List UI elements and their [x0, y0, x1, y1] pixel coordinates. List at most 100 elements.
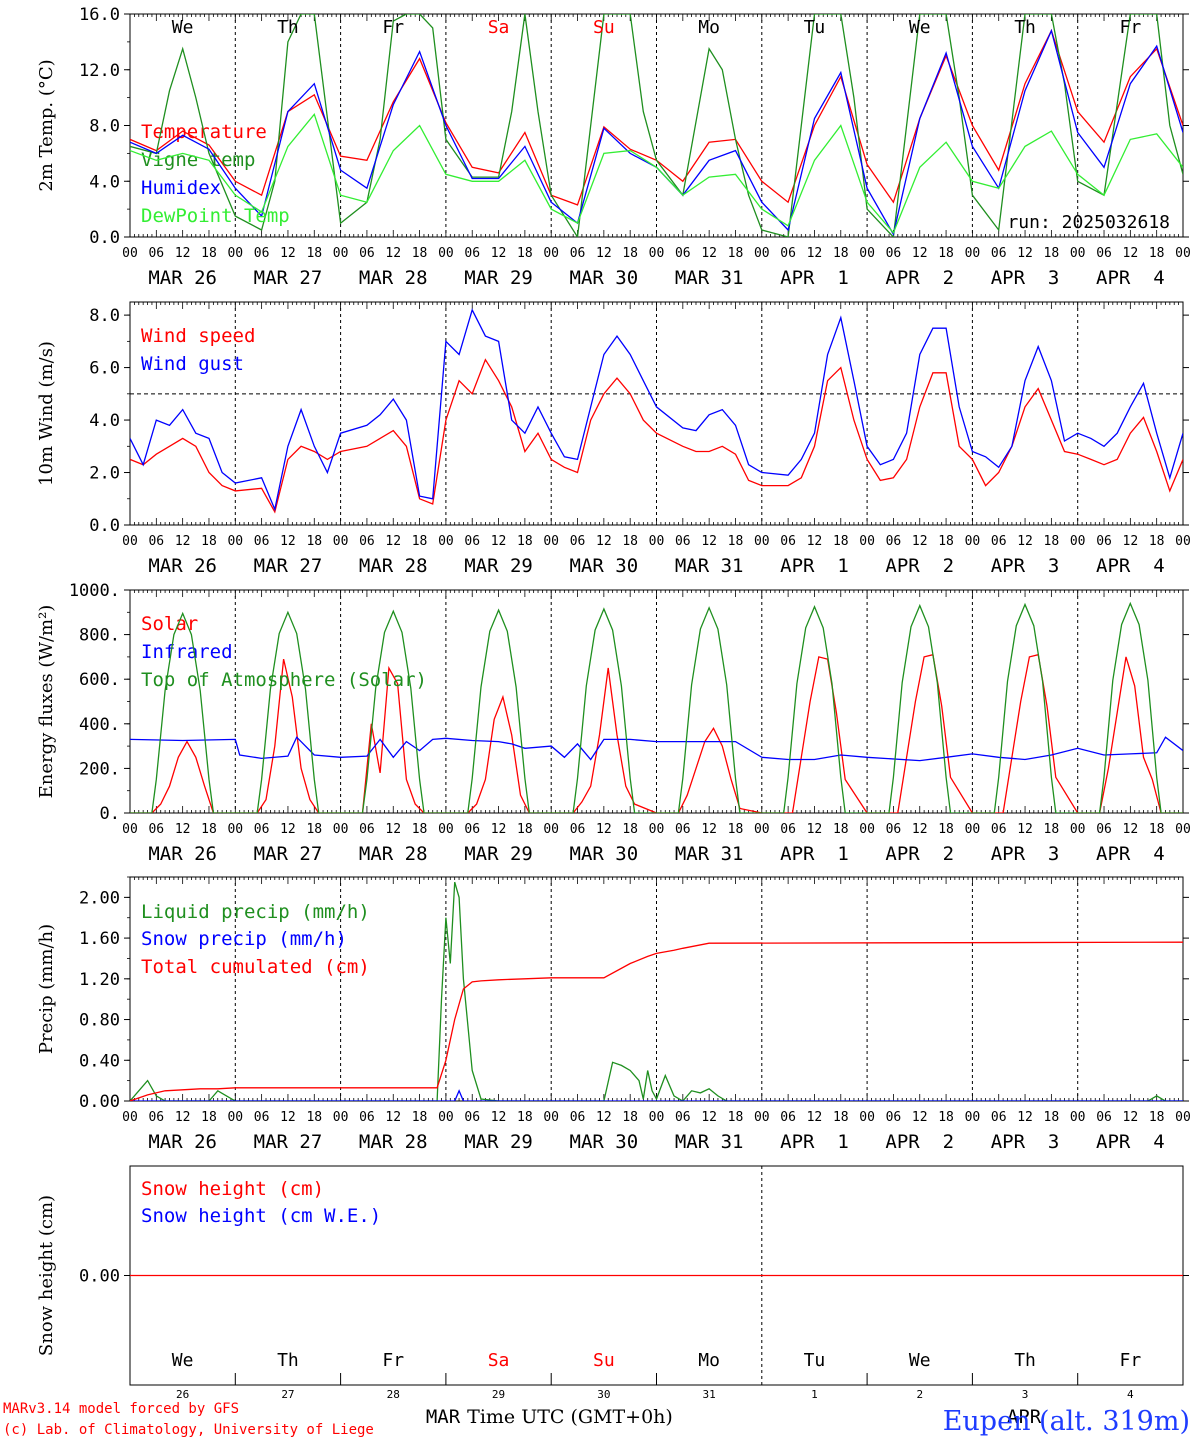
weekday-label: Mo: [698, 1350, 720, 1371]
y-axis-label: Energy fluxes (W/m²): [36, 605, 57, 799]
date-label: APR 1: [780, 267, 849, 289]
y-tick-label: 0.80: [79, 1011, 120, 1031]
hour-label: 00: [649, 1110, 665, 1125]
hour-label: 06: [1096, 822, 1112, 837]
hour-label: 00: [649, 534, 665, 549]
y-axis-label: 10m Wind (m/s): [36, 341, 57, 486]
hour-label: 06: [359, 246, 375, 261]
hour-label: 12: [385, 1110, 401, 1125]
hour-label: 00: [1175, 1110, 1191, 1125]
hour-label: 18: [412, 1110, 428, 1125]
hour-label: 00: [438, 534, 454, 549]
hour-label: 18: [201, 1110, 217, 1125]
hour-label: 18: [412, 534, 428, 549]
hour-label: 06: [570, 246, 586, 261]
day-number-label: 30: [597, 1388, 610, 1401]
day-number-label: 29: [492, 1388, 505, 1401]
weekday-label: Tu: [804, 1350, 826, 1371]
hour-label: 12: [1017, 534, 1033, 549]
hour-label: 18: [833, 246, 849, 261]
hour-label: 12: [491, 1110, 507, 1125]
y-tick-label: 12.0: [79, 61, 120, 81]
hour-label: 18: [622, 822, 638, 837]
date-label: APR 3: [991, 555, 1060, 577]
series-line-infrared: [130, 736, 1183, 762]
hour-label: 00: [1175, 534, 1191, 549]
hour-label: 12: [596, 1110, 612, 1125]
weekday-label: We: [172, 1350, 194, 1371]
hour-label: 00: [438, 1110, 454, 1125]
model-credit: MARv3.14 model forced by GFS: [3, 1401, 239, 1417]
series-line-wind-gust: [130, 308, 1183, 512]
hour-label: 12: [175, 822, 191, 837]
y-axis-label: 2m Temp. (°C): [36, 59, 57, 191]
hour-label: 06: [570, 534, 586, 549]
hour-label: 18: [1044, 1110, 1060, 1125]
y-tick-label: 4.0: [89, 172, 120, 192]
legend-entry: Snow height (cm W.E.): [141, 1205, 381, 1227]
hour-label: 06: [359, 1110, 375, 1125]
hour-label: 18: [412, 822, 428, 837]
hour-label: 00: [965, 534, 981, 549]
date-label: MAR 30: [570, 555, 639, 577]
hour-label: 18: [728, 822, 744, 837]
date-label: APR 2: [885, 843, 954, 865]
hour-label: 06: [464, 246, 480, 261]
date-label: APR 4: [1096, 267, 1165, 289]
hour-label: 06: [991, 534, 1007, 549]
series-line-vigne-temp: [130, 14, 1183, 237]
weekday-label: We: [172, 17, 194, 38]
date-label: MAR 31: [675, 555, 744, 577]
hour-label: 00: [754, 246, 770, 261]
series-line-solar: [130, 653, 1183, 813]
hour-label: 00: [543, 1110, 559, 1125]
y-tick-label: 2.0: [89, 464, 120, 484]
hour-label: 12: [491, 822, 507, 837]
hour-label: 00: [859, 822, 875, 837]
hour-label: 00: [227, 534, 243, 549]
hour-label: 00: [333, 822, 349, 837]
hour-label: 12: [385, 534, 401, 549]
hour-label: 12: [1017, 246, 1033, 261]
hour-label: 12: [1123, 1110, 1139, 1125]
legend-entry: Solar: [141, 613, 198, 635]
hour-label: 12: [1123, 822, 1139, 837]
hour-label: 06: [780, 534, 796, 549]
date-label: MAR 26: [148, 843, 217, 865]
hour-label: 00: [965, 1110, 981, 1125]
hour-label: 18: [938, 534, 954, 549]
hour-label: 12: [596, 822, 612, 837]
date-label: MAR 30: [570, 843, 639, 865]
weekday-label: Mo: [698, 17, 720, 38]
weekday-label: Fr: [382, 17, 404, 38]
hour-label: 12: [280, 1110, 296, 1125]
date-label: MAR 26: [148, 555, 217, 577]
hour-label: 06: [148, 534, 164, 549]
day-number-label: 27: [281, 1388, 294, 1401]
hour-label: 12: [1017, 822, 1033, 837]
y-tick-label: 0.: [100, 804, 120, 824]
hour-label: 06: [254, 822, 270, 837]
hour-label: 12: [912, 822, 928, 837]
hour-label: 12: [912, 1110, 928, 1125]
hour-label: 18: [1044, 246, 1060, 261]
panel-frame: [129, 589, 1184, 814]
hour-label: 18: [1149, 246, 1165, 261]
date-label: MAR 28: [359, 843, 428, 865]
hour-label: 00: [1070, 822, 1086, 837]
hour-label: 06: [780, 1110, 796, 1125]
hour-label: 06: [886, 534, 902, 549]
y-tick-label: 0.00: [79, 1092, 120, 1112]
hour-label: 12: [280, 246, 296, 261]
run-annotation: run: 2025032618: [1007, 212, 1170, 233]
panel-1: 0.04.08.012.016.02m Temp. (°C) Temperatur…: [36, 5, 1191, 289]
hour-label: 18: [1149, 534, 1165, 549]
hour-label: 00: [227, 246, 243, 261]
series-line-top-of-atmosphere-solar-: [130, 601, 1183, 813]
hour-label: 06: [254, 1110, 270, 1125]
hour-label: 06: [886, 1110, 902, 1125]
hour-label: 12: [912, 246, 928, 261]
hour-label: 18: [1044, 534, 1060, 549]
